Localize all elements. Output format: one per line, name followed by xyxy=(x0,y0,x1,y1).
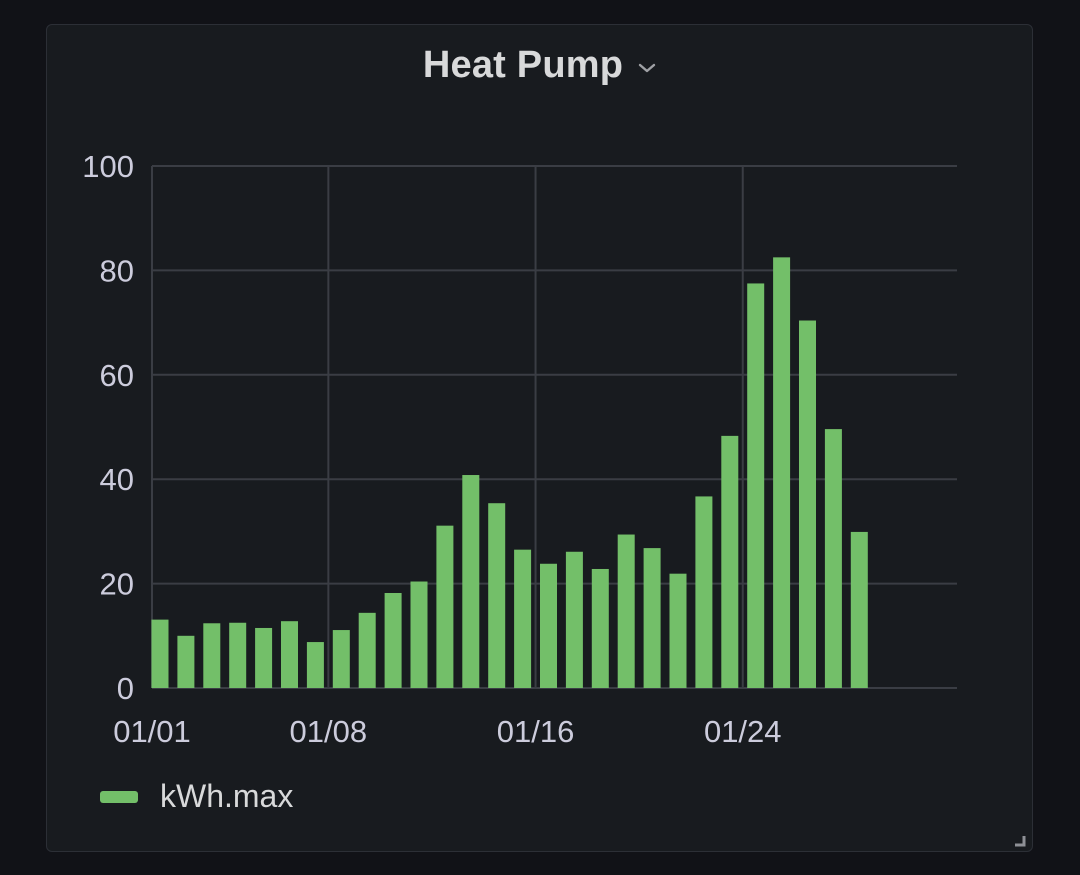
bar[interactable] xyxy=(591,568,609,688)
legend-label[interactable]: kWh.max xyxy=(160,778,294,814)
bar[interactable] xyxy=(850,531,868,688)
bar[interactable] xyxy=(695,496,713,688)
legend-swatch xyxy=(100,790,138,803)
bar[interactable] xyxy=(410,581,428,688)
bar[interactable] xyxy=(514,549,532,688)
bar[interactable] xyxy=(229,622,247,688)
bar[interactable] xyxy=(721,435,739,688)
x-tick-label: 01/01 xyxy=(113,714,191,749)
x-axis-ticks: 01/01 01/08 01/16 01/24 xyxy=(113,714,781,749)
bar[interactable] xyxy=(824,429,842,688)
bar[interactable] xyxy=(540,563,557,688)
bar[interactable] xyxy=(203,623,221,688)
bar[interactable] xyxy=(643,548,661,688)
y-tick-label: 40 xyxy=(100,462,134,497)
bar[interactable] xyxy=(565,551,583,688)
bar[interactable] xyxy=(177,635,195,688)
x-tick-label: 01/16 xyxy=(497,714,575,749)
x-tick-label: 01/24 xyxy=(704,714,782,749)
bar[interactable] xyxy=(436,525,454,688)
y-tick-label: 100 xyxy=(82,149,134,184)
chevron-down-icon[interactable] xyxy=(637,61,657,75)
y-axis-ticks: 0 20 40 60 80 100 xyxy=(82,149,134,706)
bar[interactable] xyxy=(799,320,816,688)
y-tick-label: 0 xyxy=(117,671,134,706)
chart-panel xyxy=(46,24,1033,852)
panel-header[interactable]: Heat Pump xyxy=(0,44,1080,87)
resize-handle-icon[interactable] xyxy=(1012,833,1026,847)
x-tick-label: 01/08 xyxy=(290,714,368,749)
bar[interactable] xyxy=(747,283,765,688)
bar[interactable] xyxy=(281,621,298,688)
y-tick-label: 60 xyxy=(100,358,134,393)
bar[interactable] xyxy=(358,612,376,688)
bar[interactable] xyxy=(617,534,635,688)
y-tick-label: 20 xyxy=(100,567,134,602)
y-tick-label: 80 xyxy=(100,253,134,288)
bar[interactable] xyxy=(462,475,480,688)
bars xyxy=(151,257,868,688)
bar[interactable] xyxy=(384,592,402,688)
panel-title[interactable]: Heat Pump xyxy=(422,44,624,86)
bar[interactable] xyxy=(773,257,791,688)
legend[interactable]: kWh.max xyxy=(100,778,293,815)
bar[interactable] xyxy=(488,503,506,688)
bar[interactable] xyxy=(255,627,273,688)
bar[interactable] xyxy=(669,573,687,688)
bar[interactable] xyxy=(332,630,350,688)
bar[interactable] xyxy=(306,642,324,688)
bar[interactable] xyxy=(151,619,169,688)
